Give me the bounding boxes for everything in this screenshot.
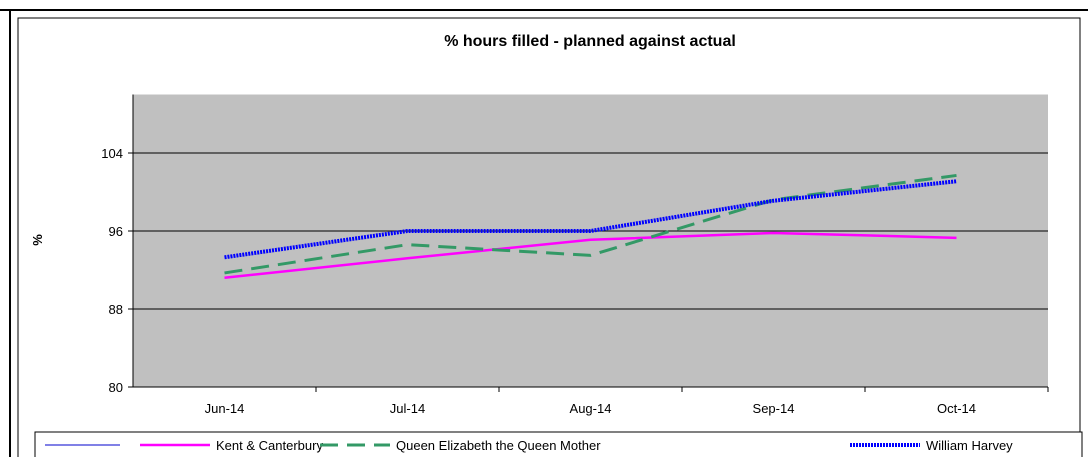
y-tick-label: 80	[109, 380, 123, 395]
x-tick-label: Jul-14	[390, 401, 425, 416]
chart-title: % hours filled - planned against actual	[444, 33, 736, 50]
x-tick-label: Aug-14	[570, 401, 612, 416]
x-tick-label: Sep-14	[753, 401, 795, 416]
legend-label: Kent & Canterbury	[216, 438, 323, 453]
y-axis-label: %	[30, 234, 45, 246]
y-tick-label: 104	[101, 146, 123, 161]
x-tick-label: Jun-14	[205, 401, 245, 416]
x-tick-label: Oct-14	[937, 401, 976, 416]
y-tick-label: 88	[109, 302, 123, 317]
legend-label: Queen Elizabeth the Queen Mother	[396, 438, 601, 453]
series-line	[224, 179, 957, 260]
y-tick-label: 96	[109, 224, 123, 239]
series-line	[224, 173, 957, 275]
legend-label: William Harvey	[926, 438, 1013, 453]
series-line	[224, 231, 957, 280]
